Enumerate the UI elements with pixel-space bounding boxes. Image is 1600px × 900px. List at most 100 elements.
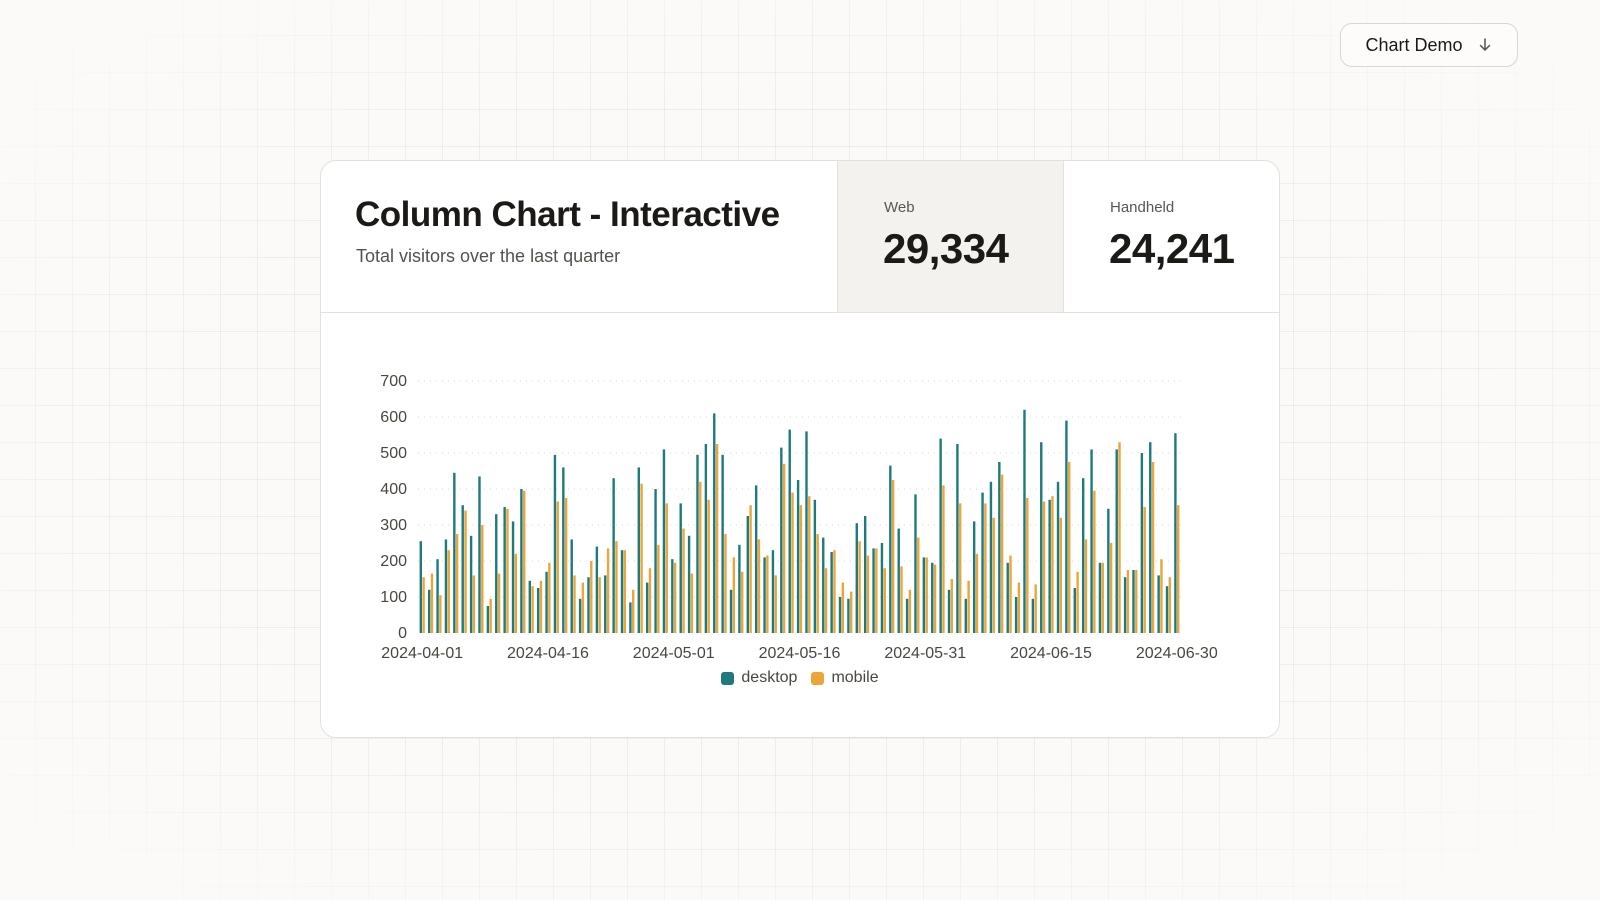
desktop-bar[interactable]	[478, 476, 481, 633]
mobile-bar[interactable]	[1151, 462, 1155, 633]
desktop-bar[interactable]	[972, 521, 976, 633]
mobile-bar[interactable]	[1017, 582, 1021, 633]
desktop-bar[interactable]	[738, 544, 741, 633]
mobile-bar[interactable]	[581, 582, 585, 633]
mobile-bar[interactable]	[908, 589, 912, 633]
mobile-bar[interactable]	[539, 580, 543, 633]
mobile-bar[interactable]	[925, 557, 928, 633]
desktop-bar[interactable]	[956, 444, 959, 633]
mobile-bar[interactable]	[1009, 555, 1012, 633]
mobile-bar[interactable]	[657, 544, 660, 633]
desktop-bar[interactable]	[863, 516, 867, 633]
desktop-bar[interactable]	[872, 548, 875, 633]
mobile-bar[interactable]	[1168, 577, 1172, 633]
mobile-bar[interactable]	[724, 534, 727, 633]
mobile-bar[interactable]	[883, 568, 886, 633]
desktop-bar[interactable]	[771, 550, 775, 633]
mobile-bar[interactable]	[757, 539, 761, 633]
desktop-bar[interactable]	[486, 606, 490, 633]
desktop-bar[interactable]	[629, 602, 632, 633]
mobile-bar[interactable]	[900, 566, 903, 633]
mobile-bar[interactable]	[917, 537, 920, 633]
desktop-bar[interactable]	[1081, 478, 1085, 633]
desktop-bar[interactable]	[495, 514, 498, 633]
desktop-bar[interactable]	[1115, 449, 1118, 633]
desktop-bar[interactable]	[939, 438, 942, 633]
mobile-bar[interactable]	[1160, 559, 1163, 633]
desktop-bar[interactable]	[838, 597, 842, 633]
desktop-bar[interactable]	[444, 539, 448, 633]
mobile-bar[interactable]	[556, 501, 559, 633]
mobile-bar[interactable]	[741, 571, 744, 633]
mobile-bar[interactable]	[850, 591, 853, 633]
desktop-bar[interactable]	[721, 454, 724, 633]
mobile-bar[interactable]	[640, 483, 643, 633]
desktop-bar[interactable]	[931, 562, 934, 633]
desktop-bar[interactable]	[520, 489, 523, 633]
desktop-bar[interactable]	[511, 521, 515, 633]
mobile-bar[interactable]	[430, 573, 434, 633]
desktop-bar[interactable]	[981, 492, 984, 633]
desktop-bar[interactable]	[805, 431, 808, 633]
desktop-bar[interactable]	[612, 478, 615, 633]
mobile-bar[interactable]	[1026, 498, 1029, 633]
mobile-bar[interactable]	[866, 555, 870, 633]
mobile-bar[interactable]	[673, 562, 677, 633]
mobile-bar[interactable]	[606, 548, 610, 633]
mobile-bar[interactable]	[632, 589, 635, 633]
stat-handheld-toggle[interactable]: Handheld 24,241	[1063, 161, 1279, 312]
mobile-bar[interactable]	[623, 550, 627, 633]
mobile-bar[interactable]	[1093, 490, 1096, 633]
desktop-bar[interactable]	[1157, 575, 1160, 633]
desktop-bar[interactable]	[788, 429, 791, 633]
desktop-bar[interactable]	[1149, 442, 1152, 633]
desktop-bar[interactable]	[687, 535, 691, 633]
mobile-bar[interactable]	[481, 525, 484, 633]
mobile-bar[interactable]	[564, 498, 568, 633]
desktop-bar[interactable]	[620, 550, 624, 633]
mobile-bar[interactable]	[808, 496, 811, 633]
desktop-bar[interactable]	[989, 481, 993, 633]
mobile-bar[interactable]	[1143, 507, 1146, 633]
desktop-bar[interactable]	[1140, 453, 1144, 633]
mobile-bar[interactable]	[1109, 543, 1113, 633]
mobile-bar[interactable]	[648, 568, 652, 633]
desktop-bar[interactable]	[855, 523, 858, 633]
desktop-bar[interactable]	[1065, 420, 1068, 633]
desktop-bar[interactable]	[637, 467, 640, 633]
mobile-bar[interactable]	[1177, 505, 1180, 633]
desktop-bar[interactable]	[880, 543, 884, 633]
mobile-bar[interactable]	[975, 553, 979, 633]
desktop-bar[interactable]	[461, 505, 464, 633]
mobile-bar[interactable]	[464, 510, 467, 633]
desktop-bar[interactable]	[763, 557, 766, 633]
desktop-bar[interactable]	[1174, 433, 1177, 633]
desktop-bar[interactable]	[436, 559, 439, 633]
desktop-bar[interactable]	[1040, 442, 1043, 633]
desktop-bar[interactable]	[897, 528, 900, 633]
desktop-bar[interactable]	[1107, 508, 1110, 633]
desktop-bar[interactable]	[796, 480, 800, 633]
mobile-bar[interactable]	[598, 577, 601, 633]
mobile-bar[interactable]	[1101, 562, 1104, 633]
mobile-bar[interactable]	[455, 534, 459, 633]
mobile-bar[interactable]	[791, 492, 794, 633]
desktop-bar[interactable]	[914, 494, 917, 633]
desktop-bar[interactable]	[562, 467, 565, 633]
desktop-bar[interactable]	[662, 449, 666, 633]
desktop-bar[interactable]	[645, 582, 649, 633]
desktop-bar[interactable]	[746, 516, 749, 633]
mobile-bar[interactable]	[707, 499, 710, 633]
mobile-bar[interactable]	[523, 490, 526, 633]
desktop-bar[interactable]	[545, 571, 548, 633]
desktop-bar[interactable]	[905, 598, 909, 633]
mobile-bar[interactable]	[942, 485, 945, 633]
mobile-bar[interactable]	[816, 534, 819, 633]
mobile-bar[interactable]	[715, 444, 719, 633]
desktop-bar[interactable]	[1165, 586, 1169, 633]
mobile-bar[interactable]	[749, 505, 752, 633]
mobile-bar[interactable]	[833, 550, 836, 633]
desktop-bar[interactable]	[780, 447, 783, 633]
desktop-bar[interactable]	[1098, 562, 1102, 633]
mobile-bar[interactable]	[824, 568, 828, 633]
